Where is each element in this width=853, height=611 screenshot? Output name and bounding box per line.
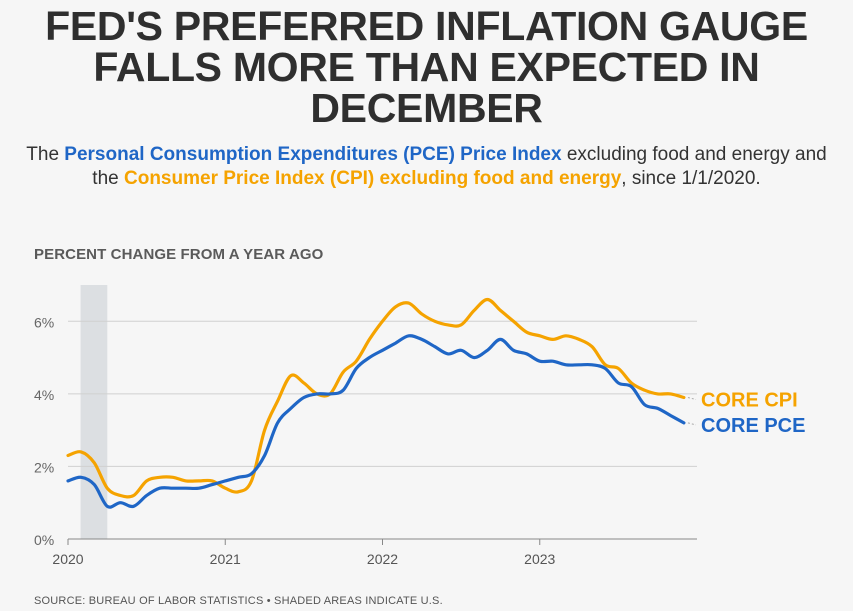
y-axis-label: PERCENT CHANGE FROM A YEAR AGO [34,246,324,263]
series-label: CORE CPI [701,389,798,411]
subtitle-part-1: The [26,144,65,165]
y-tick-label: 6% [34,314,54,330]
gridlines-group [68,320,697,540]
y-tick-label: 2% [34,459,54,475]
y-tick-label: 4% [34,387,54,403]
y-tick-label: 0% [34,532,54,548]
series-leader-line [687,397,697,400]
series-line-core-pce [66,334,686,509]
series-line-core-cpi [66,297,686,499]
x-tick-label: 2021 [210,551,241,567]
series-group [66,297,686,509]
x-tick-label: 2023 [524,551,555,567]
title-line-2: FALLS MORE THAN EXPECTED IN [93,44,760,90]
x-tick-label: 2022 [367,551,398,567]
title-line-1: FED'S PREFERRED INFLATION GAUGE [45,3,808,49]
subtitle-part-2: excluding food and energy and the [92,144,827,189]
series-label: CORE PCE [701,415,805,437]
x-tick-labels-group: 2020 2021 2022 2023 [52,539,556,567]
subtitle-pce-name: Personal Consumption Expenditures (PCE) … [64,144,562,165]
source-note: SOURCE: BUREAU OF LABOR STATISTICS • SHA… [34,595,443,607]
subtitle-part-3: , since 1/1/2020. [621,168,761,189]
y-tick-labels-group: 0% 2% 4% 6% [34,314,54,548]
chart-title: FED'S PREFERRED INFLATION GAUGE FALLS MO… [0,6,853,129]
x-tick-label: 2020 [52,551,83,567]
chart-subtitle: The Personal Consumption Expenditures (P… [20,143,833,191]
title-line-3: DECEMBER [310,85,543,131]
series-labels-group: CORE CPI CORE PCE [687,389,805,437]
subtitle-cpi-name: Consumer Price Index (CPI) excluding foo… [124,168,622,189]
series-leader-line [687,422,697,426]
